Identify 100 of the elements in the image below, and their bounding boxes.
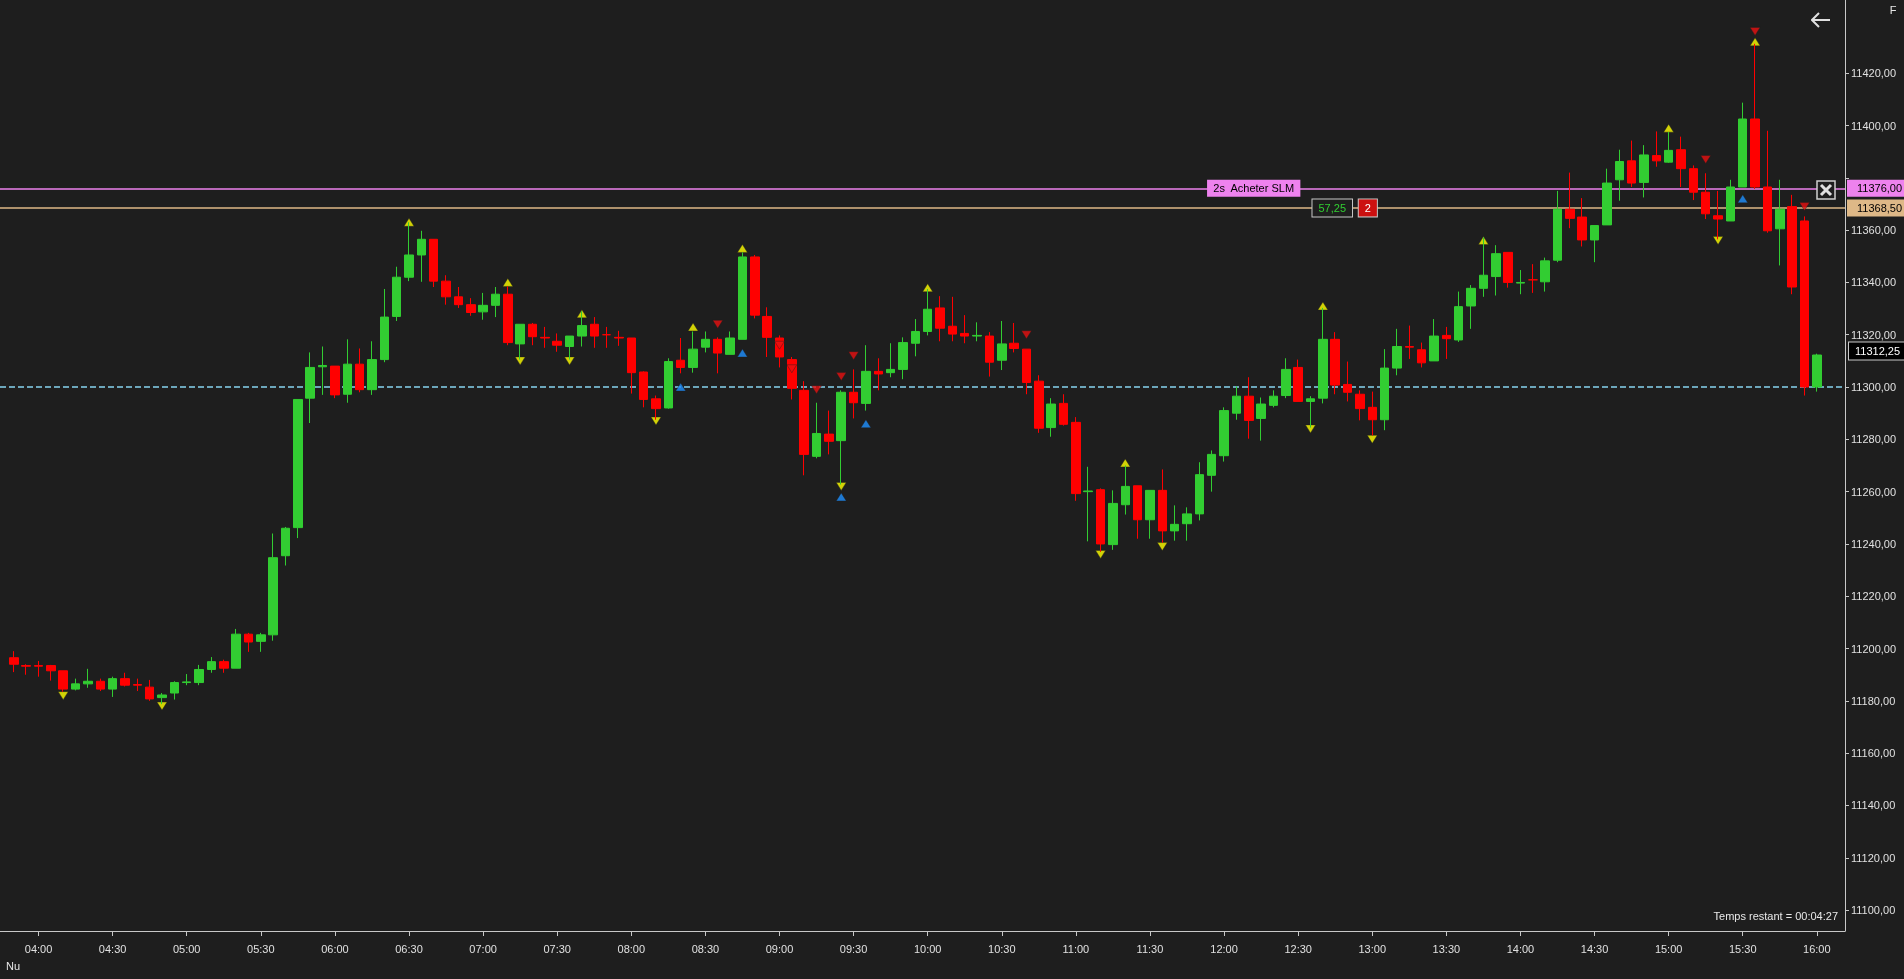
candlestick — [1479, 236, 1488, 298]
candlestick — [1207, 449, 1216, 493]
text: Nu — [6, 960, 21, 972]
candlestick — [935, 295, 945, 342]
ref-line-label: 11376,00 — [1857, 182, 1903, 195]
candlestick — [799, 380, 809, 476]
point — [836, 492, 847, 502]
point — [403, 218, 415, 227]
x-tick-label: 08:30 — [691, 942, 720, 955]
candlestick — [614, 330, 624, 347]
point — [57, 691, 69, 700]
candlestick — [1516, 269, 1525, 295]
point — [712, 320, 723, 329]
point — [1700, 155, 1711, 164]
candlestick — [861, 344, 871, 412]
candlestick — [1627, 140, 1636, 188]
candlestick — [1553, 190, 1562, 263]
candlestick — [1182, 506, 1192, 542]
candlestick — [318, 346, 327, 396]
point — [650, 416, 662, 426]
candlestick — [1269, 389, 1278, 408]
point — [737, 244, 748, 253]
candlestick — [108, 676, 117, 698]
x-tick-label: 15:30 — [1728, 942, 1757, 955]
candlestick — [170, 680, 179, 701]
candlestick — [972, 321, 982, 342]
candlestick — [392, 266, 401, 322]
x-tick-label: 04:00 — [24, 942, 53, 955]
candlestick — [429, 238, 438, 288]
point — [675, 382, 686, 392]
y-tick-label: 11160,00 — [1851, 747, 1896, 760]
candlestick — [1343, 361, 1352, 402]
annotation: 57,25 — [1318, 201, 1347, 214]
point — [1799, 202, 1810, 211]
candlestick — [1577, 197, 1587, 247]
candlestick — [1442, 326, 1451, 360]
candlestick — [1368, 391, 1377, 436]
candlestick — [34, 660, 43, 678]
point — [1712, 236, 1724, 245]
point — [1663, 123, 1674, 133]
candlestick — [849, 368, 858, 419]
y-tick-label: 11120,00 — [1851, 851, 1896, 864]
candlestick — [997, 320, 1007, 371]
candlestick — [1009, 322, 1019, 353]
point — [848, 351, 859, 360]
candlestick — [1059, 393, 1068, 427]
point — [1305, 424, 1316, 434]
x-tick-label: 06:00 — [321, 942, 349, 955]
candlestick — [281, 526, 290, 567]
candlestick — [762, 306, 772, 358]
text: 11312,25 — [1855, 345, 1901, 357]
y-tick-label: 11400,00 — [1851, 119, 1897, 132]
candlestick — [404, 221, 414, 282]
point — [1120, 458, 1131, 468]
point — [836, 372, 847, 381]
candlestick — [1170, 504, 1179, 542]
candlestick — [725, 330, 735, 355]
y-tick-label: 11200,00 — [1851, 642, 1897, 655]
candlestick — [194, 664, 204, 686]
candlestick — [46, 664, 56, 682]
point — [737, 348, 748, 358]
candlestick — [83, 668, 93, 689]
candlestick — [293, 398, 303, 539]
candlestick — [812, 402, 821, 459]
candlestick — [886, 342, 895, 378]
candlestick — [1380, 348, 1389, 431]
y-tick-label: 11180,00 — [1851, 694, 1896, 707]
ref-line-label: 11368,50 — [1857, 201, 1903, 214]
candlestick — [1281, 357, 1291, 399]
x-tick-label: 09:00 — [765, 942, 794, 955]
candlestick — [676, 337, 685, 374]
candlestick — [1676, 136, 1686, 188]
candlestick — [1701, 172, 1710, 220]
candlestick — [664, 357, 673, 410]
candlestick — [380, 288, 389, 363]
candlestick — [1417, 342, 1426, 368]
point — [922, 283, 933, 292]
candlestick — [713, 336, 722, 374]
point — [1317, 301, 1329, 311]
candlestick — [417, 230, 426, 283]
candlestick — [701, 330, 710, 353]
candlestick — [1639, 144, 1649, 198]
candlestick — [207, 656, 216, 674]
x-tick-label: 15:00 — [1654, 942, 1683, 955]
candlestick — [577, 310, 587, 348]
x-tick-label: 10:30 — [988, 942, 1016, 955]
text: F — [1889, 4, 1897, 16]
candlestick — [540, 326, 550, 349]
x-tick-label: 05:30 — [247, 942, 275, 955]
candlestick — [441, 274, 451, 306]
x-tick-label: 07:00 — [469, 942, 497, 955]
candlestick — [1195, 461, 1204, 521]
candlestick — [985, 331, 994, 378]
candlestick — [1652, 130, 1661, 168]
candlestick — [627, 337, 636, 395]
y-tick-label: 11280,00 — [1851, 433, 1897, 446]
candlestick — [1355, 389, 1365, 421]
y-tick-label: 11340,00 — [1851, 276, 1897, 289]
candlestick — [182, 673, 191, 686]
candlestick — [552, 332, 562, 353]
